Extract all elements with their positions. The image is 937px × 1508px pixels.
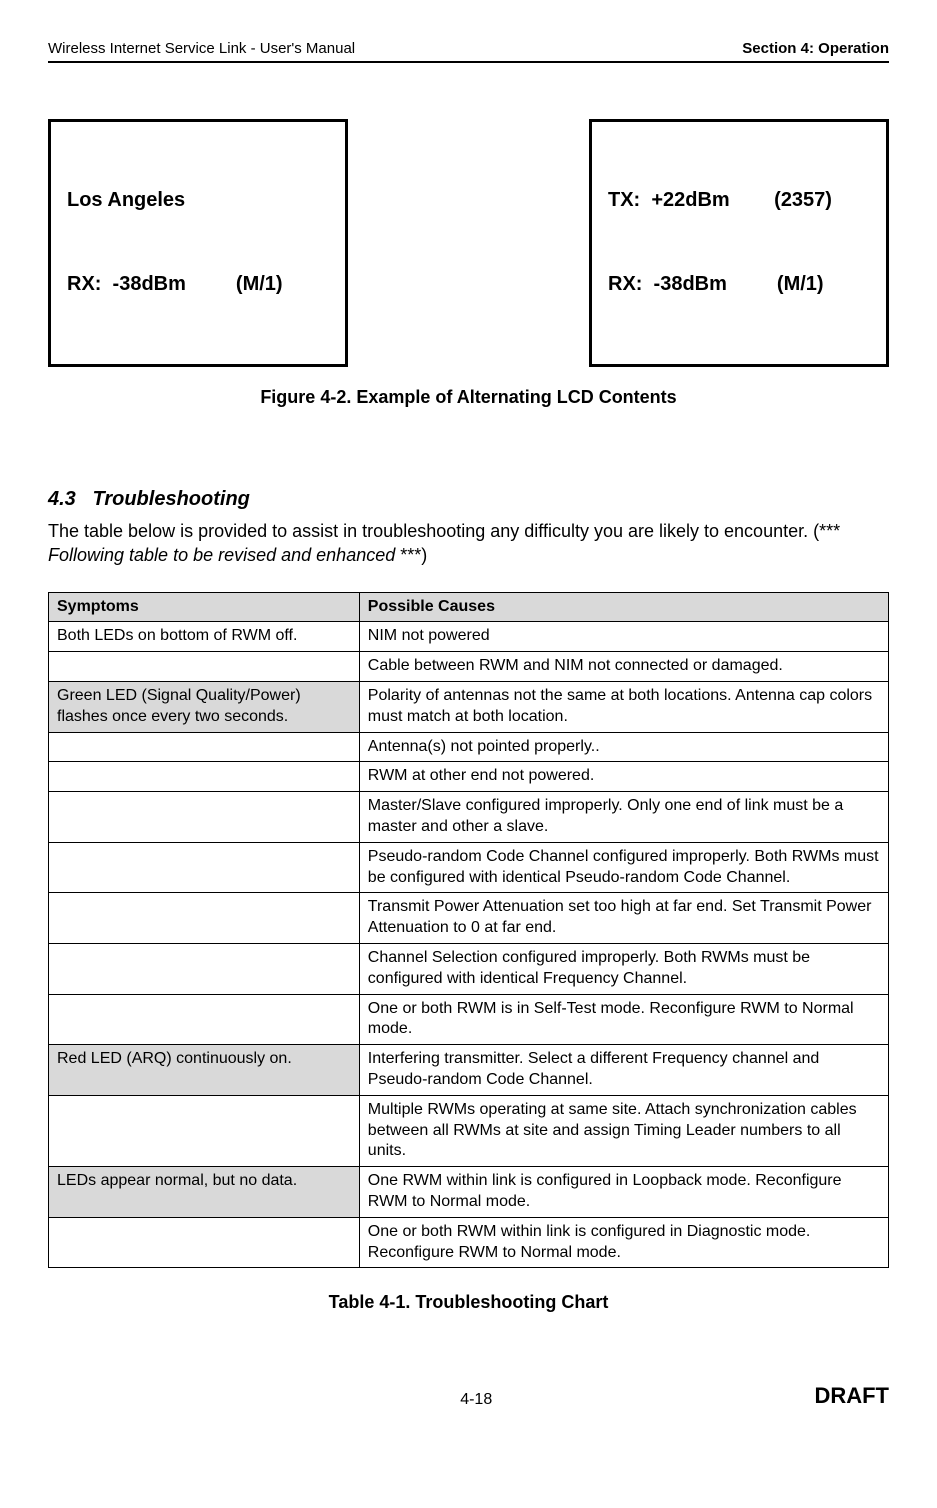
section-heading: 4.3 Troubleshooting (48, 488, 889, 511)
lcd-box-1: Los Angeles RX: -38dBm (M/1) (48, 119, 348, 367)
table-row: Antenna(s) not pointed properly.. (49, 732, 889, 762)
table-row: RWM at other end not powered. (49, 762, 889, 792)
table-cell-cause: Antenna(s) not pointed properly.. (359, 732, 888, 762)
table-row: Multiple RWMs operating at same site. At… (49, 1095, 889, 1166)
table-cell-symptom: Both LEDs on bottom of RWM off. (49, 622, 360, 652)
table-header-symptoms: Symptoms (49, 592, 360, 622)
table-row: Master/Slave configured improperly. Only… (49, 792, 889, 843)
lcd-box-1-line-2: RX: -38dBm (M/1) (67, 270, 329, 298)
table-header-row: Symptoms Possible Causes (49, 592, 889, 622)
table-row: Red LED (ARQ) continuously on.Interferin… (49, 1045, 889, 1096)
table-cell-symptom (49, 1217, 360, 1268)
lcd-box-1-line-1: Los Angeles (67, 186, 329, 214)
table-cell-cause: Master/Slave configured improperly. Only… (359, 792, 888, 843)
table-cell-cause: Polarity of antennas not the same at bot… (359, 681, 888, 732)
lcd-row: Los Angeles RX: -38dBm (M/1) TX: +22dBm … (48, 119, 889, 367)
section-body-prefix: The table below is provided to assist in… (48, 521, 840, 541)
table-row: Channel Selection configured improperly.… (49, 943, 889, 994)
section-number: 4.3 (48, 488, 76, 510)
table-cell-symptom: Red LED (ARQ) continuously on. (49, 1045, 360, 1096)
lcd-box-2-line-2: RX: -38dBm (M/1) (608, 270, 870, 298)
table-cell-cause: One or both RWM within link is configure… (359, 1217, 888, 1268)
section-body: The table below is provided to assist in… (48, 519, 889, 568)
table-row: Cable between RWM and NIM not connected … (49, 652, 889, 682)
table-row: LEDs appear normal, but no data.One RWM … (49, 1167, 889, 1218)
table-cell-cause: RWM at other end not powered. (359, 762, 888, 792)
table-cell-cause: One RWM within link is configured in Loo… (359, 1167, 888, 1218)
table-cell-symptom: Green LED (Signal Quality/Power) flashes… (49, 681, 360, 732)
table-row: Green LED (Signal Quality/Power) flashes… (49, 681, 889, 732)
header-left: Wireless Internet Service Link - User's … (48, 40, 355, 57)
table-row: One or both RWM within link is configure… (49, 1217, 889, 1268)
table-row: Pseudo-random Code Channel configured im… (49, 842, 889, 893)
table-caption: Table 4-1. Troubleshooting Chart (48, 1292, 889, 1313)
table-cell-cause: Cable between RWM and NIM not connected … (359, 652, 888, 682)
footer-draft-label: DRAFT (814, 1383, 889, 1409)
table-cell-symptom (49, 732, 360, 762)
table-cell-cause: Multiple RWMs operating at same site. At… (359, 1095, 888, 1166)
section-title: Troubleshooting (92, 488, 249, 510)
lcd-box-2: TX: +22dBm (2357) RX: -38dBm (M/1) (589, 119, 889, 367)
page-header: Wireless Internet Service Link - User's … (48, 40, 889, 63)
table-cell-cause: Pseudo-random Code Channel configured im… (359, 842, 888, 893)
section-body-suffix: ***) (400, 545, 427, 565)
table-cell-symptom (49, 842, 360, 893)
table-cell-symptom (49, 893, 360, 944)
table-row: Both LEDs on bottom of RWM off.NIM not p… (49, 622, 889, 652)
table-cell-symptom (49, 1095, 360, 1166)
footer-page-number: 4-18 (138, 1391, 814, 1409)
table-cell-cause: Interfering transmitter. Select a differ… (359, 1045, 888, 1096)
table-row: Transmit Power Attenuation set too high … (49, 893, 889, 944)
header-right: Section 4: Operation (742, 40, 889, 57)
figure-caption: Figure 4-2. Example of Alternating LCD C… (48, 387, 889, 408)
table-row: One or both RWM is in Self-Test mode. Re… (49, 994, 889, 1045)
section-body-italic: Following table to be revised and enhanc… (48, 545, 400, 565)
troubleshooting-table: Symptoms Possible Causes Both LEDs on bo… (48, 592, 889, 1269)
page-footer: 4-18 DRAFT (48, 1383, 889, 1409)
table-cell-symptom (49, 994, 360, 1045)
lcd-box-2-line-1: TX: +22dBm (2357) (608, 186, 870, 214)
table-cell-symptom (49, 652, 360, 682)
table-cell-cause: NIM not powered (359, 622, 888, 652)
table-cell-symptom (49, 762, 360, 792)
table-cell-symptom: LEDs appear normal, but no data. (49, 1167, 360, 1218)
table-header-causes: Possible Causes (359, 592, 888, 622)
table-cell-cause: One or both RWM is in Self-Test mode. Re… (359, 994, 888, 1045)
table-cell-cause: Channel Selection configured improperly.… (359, 943, 888, 994)
table-cell-symptom (49, 792, 360, 843)
table-cell-symptom (49, 943, 360, 994)
table-cell-cause: Transmit Power Attenuation set too high … (359, 893, 888, 944)
